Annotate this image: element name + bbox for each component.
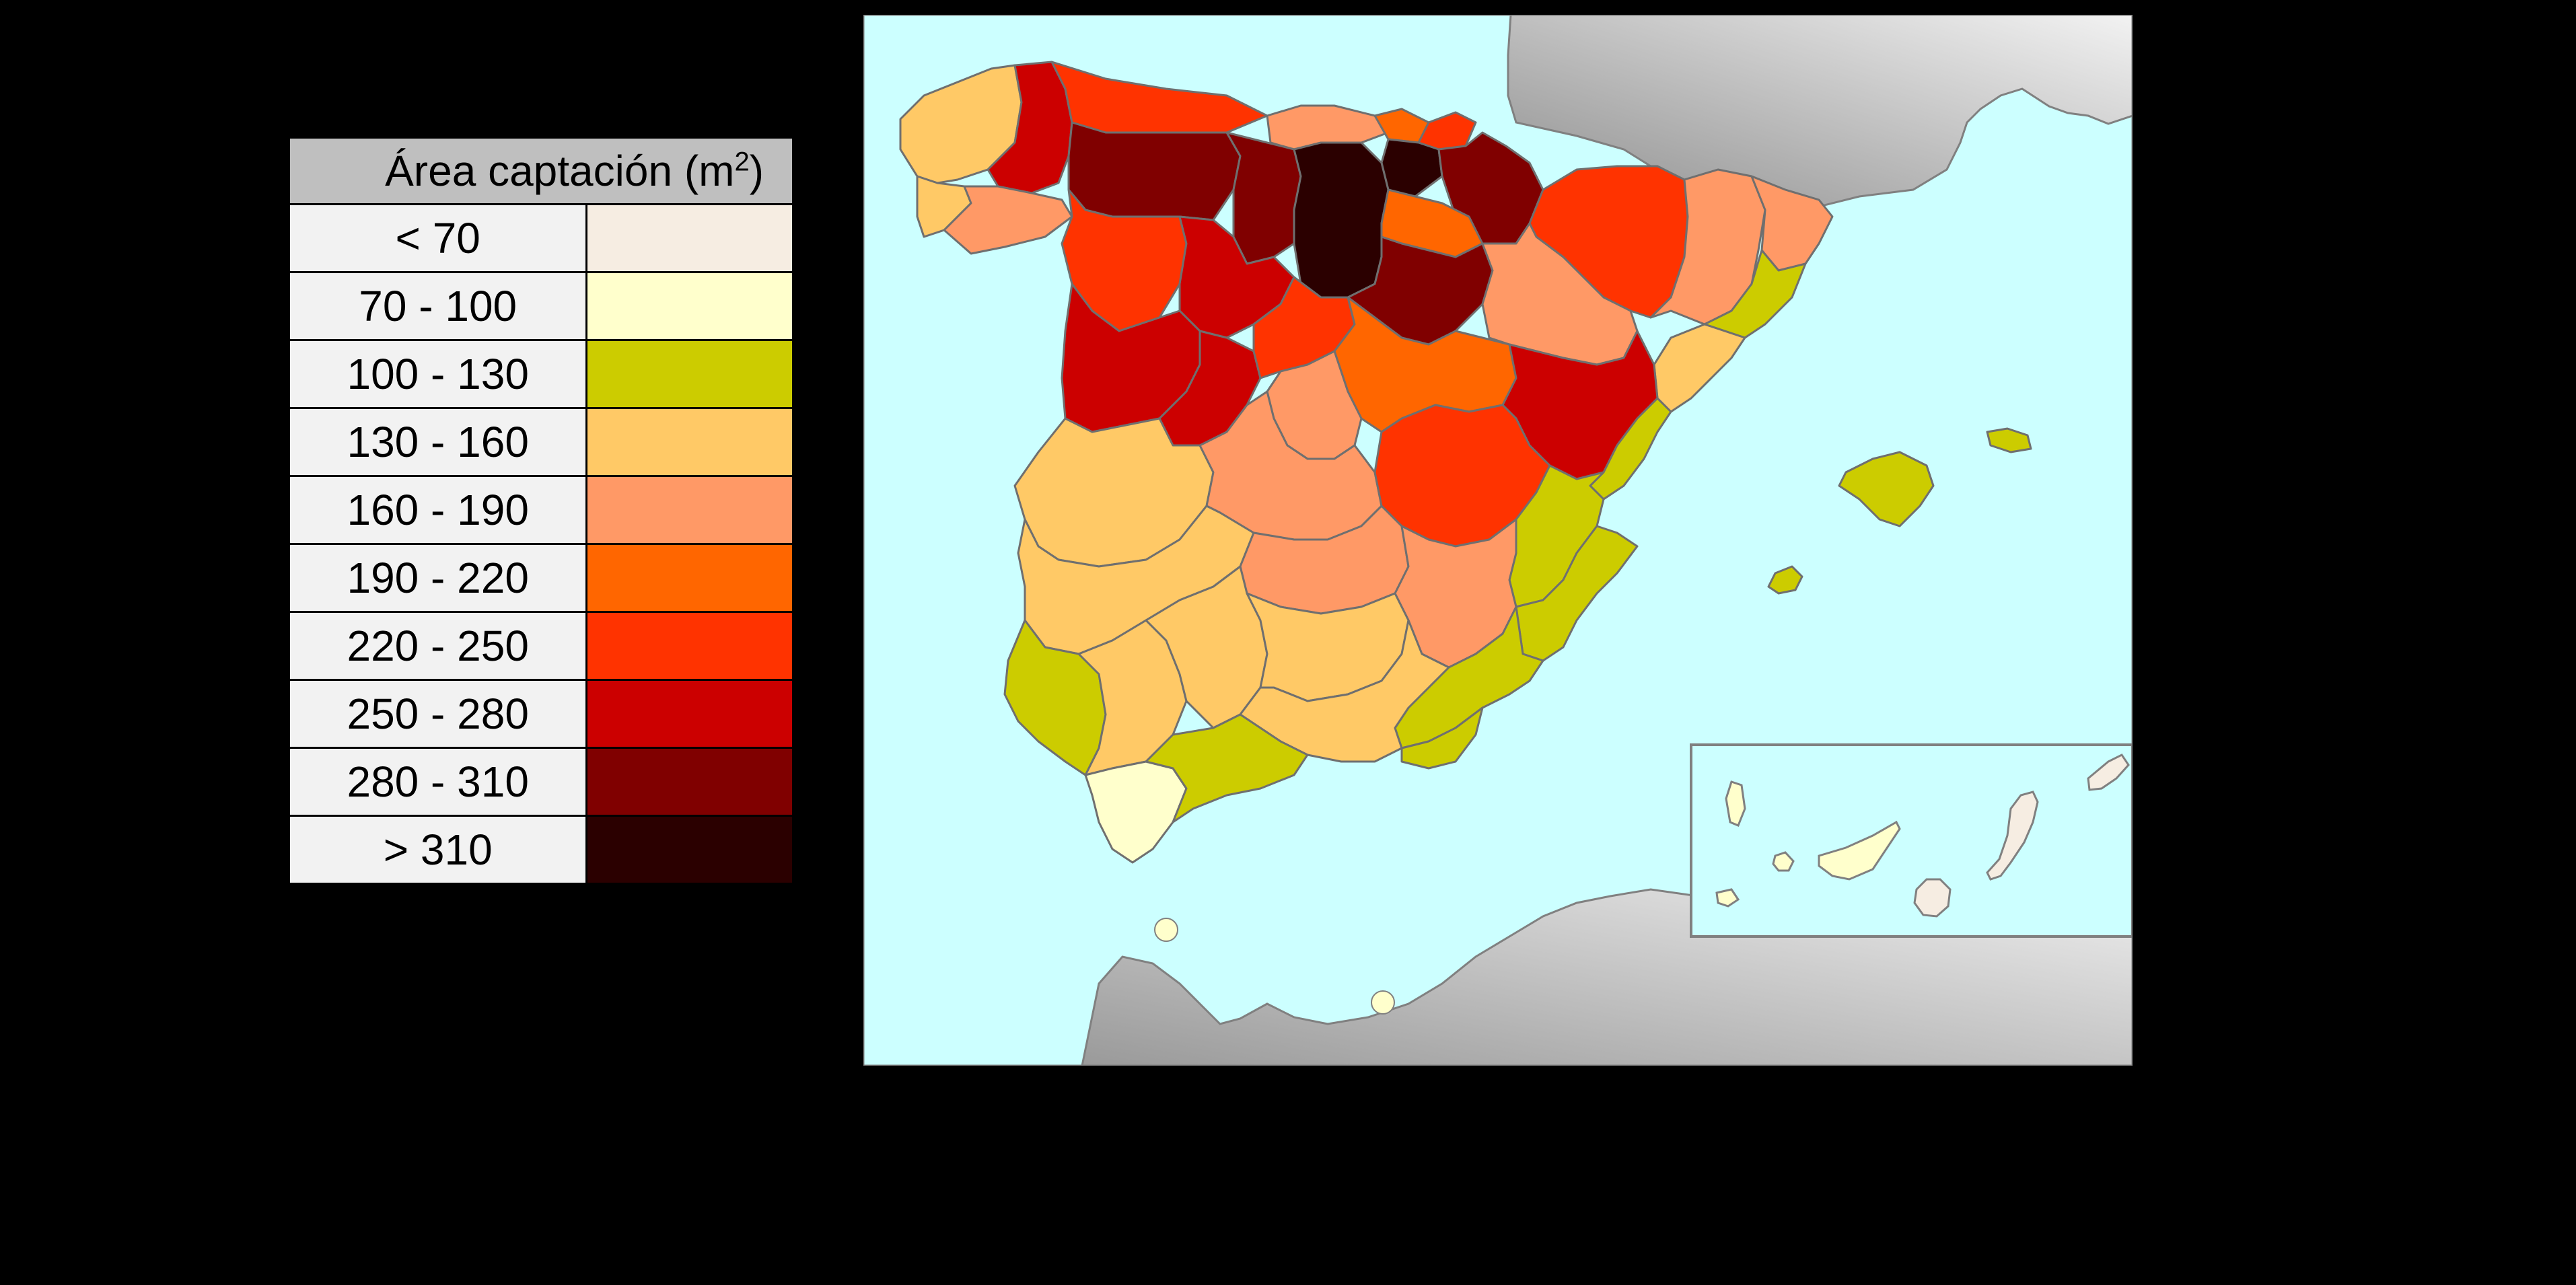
legend-row: > 310 (287, 815, 794, 885)
legend-swatch (585, 407, 794, 477)
province-mallorca (1838, 451, 1935, 527)
legend-row: 280 - 310 (287, 747, 794, 817)
province-almeria (1400, 706, 1484, 770)
canary-inset-frame (1690, 743, 2133, 938)
legend-label: 70 - 100 (287, 271, 588, 341)
island-la-palma (1725, 780, 1746, 827)
legend-swatch (585, 543, 794, 613)
provinces (899, 61, 2032, 864)
legend-swatch (585, 747, 794, 817)
province-tarragona (1653, 323, 1746, 413)
legend-row: 100 - 130 (287, 339, 794, 409)
legend-label: 100 - 130 (287, 339, 588, 409)
legend-row: 220 - 250 (287, 611, 794, 681)
legend-label: 280 - 310 (287, 747, 588, 817)
legend-label: 250 - 280 (287, 679, 588, 749)
province-leon (1067, 121, 1242, 221)
choropleth-map (863, 15, 2133, 1066)
island-gran-canaria (1913, 878, 1952, 918)
legend-label: 130 - 160 (287, 407, 588, 477)
legend-swatch (585, 611, 794, 681)
province-cadiz (1084, 760, 1188, 864)
province-ibiza (1767, 565, 1803, 595)
legend-table: Área captación (m2) < 70 70 - 100 100 - … (287, 137, 794, 885)
legend-swatch (585, 271, 794, 341)
legend-label: < 70 (287, 203, 588, 273)
melilla-marker (1371, 990, 1395, 1015)
island-la-gomera (1772, 851, 1795, 872)
legend-swatch (585, 203, 794, 273)
island-lanzarote (2087, 754, 2130, 791)
province-zamora (1061, 188, 1188, 332)
island-el-hierro (1715, 888, 1740, 908)
province-granada (1239, 619, 1450, 763)
legend-swatch (585, 475, 794, 545)
legend-swatch (585, 339, 794, 409)
legend-row: 70 - 100 (287, 271, 794, 341)
legend-label: 160 - 190 (287, 475, 588, 545)
island-tenerife (1818, 820, 1901, 881)
legend-row: 160 - 190 (287, 475, 794, 545)
legend-title: Área captación (m2) (288, 137, 794, 205)
legend-label: > 310 (287, 815, 588, 885)
province-burgos (1293, 141, 1390, 299)
legend-label: 190 - 220 (287, 543, 588, 613)
province-girona (1750, 175, 1834, 272)
legend-row: < 70 (287, 203, 794, 273)
legend-label: 220 - 250 (287, 611, 588, 681)
legend-row: 250 - 280 (287, 679, 794, 749)
province-menorca (1986, 427, 2032, 453)
ceuta-marker (1154, 918, 1178, 942)
canary-islands (1715, 754, 2130, 918)
province-ourense (943, 185, 1073, 255)
province-malaga (1145, 713, 1309, 823)
legend-swatch (585, 815, 794, 885)
map-svg (863, 15, 2133, 1066)
island-fuerteventura (1986, 791, 2039, 881)
legend-row: 190 - 220 (287, 543, 794, 613)
land-france (1507, 15, 2133, 218)
legend-row: 130 - 160 (287, 407, 794, 477)
legend-swatch (585, 679, 794, 749)
